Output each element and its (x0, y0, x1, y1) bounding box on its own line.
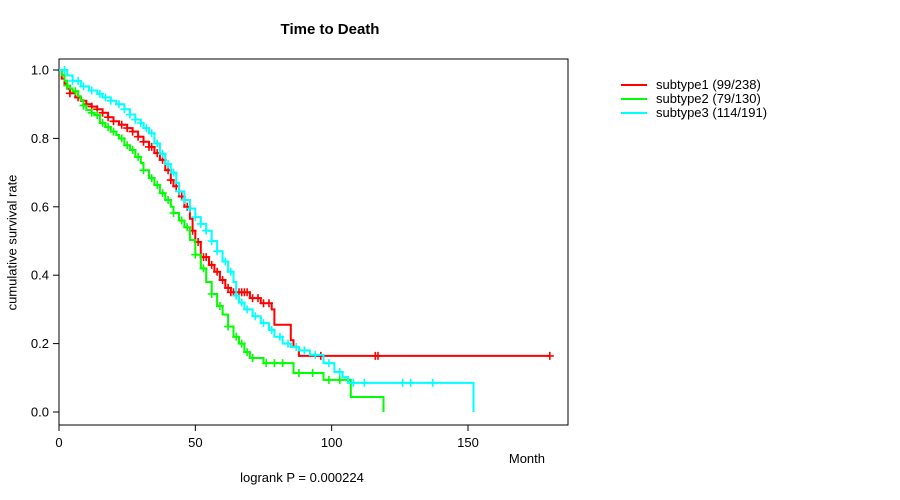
km-curve-subtype1 (59, 69, 550, 357)
censor-marks-subtype2 (63, 81, 344, 384)
y-tick-label: 0.0 (31, 405, 49, 420)
y-axis-label: cumulative survival rate (4, 174, 20, 311)
y-tick-label: 0.6 (31, 199, 49, 214)
y-tick-label: 1.0 (31, 63, 49, 78)
y-tick-label: 0.2 (31, 336, 49, 351)
censor-marks-subtype3 (60, 66, 437, 387)
legend-line-swatch (621, 84, 647, 86)
x-axis-label: Month (508, 451, 545, 466)
y-tick-label: 0.8 (31, 131, 49, 146)
plot-border (58, 58, 569, 426)
chart-title: Time to Death (280, 21, 380, 38)
x-tick-label: 100 (321, 435, 343, 450)
x-tick-label: 0 (55, 435, 62, 450)
x-tick-label: 50 (188, 435, 202, 450)
legend: subtype1 (99/238) subtype2 (79/130) subt… (621, 78, 767, 120)
logrank-annotation: logrank P = 0.000224 (240, 470, 364, 485)
y-tick-label: 0.4 (31, 268, 49, 283)
censor-marks-subtype1 (65, 89, 554, 360)
legend-label: subtype3 (114/191) (656, 105, 768, 120)
legend-line-swatch (621, 98, 647, 100)
legend-item-subtype2: subtype2 (79/130) (621, 92, 767, 106)
x-tick-label: 150 (457, 435, 479, 450)
legend-line-swatch (621, 112, 647, 114)
km-curve-subtype2 (59, 69, 385, 412)
legend-item-subtype3: subtype3 (114/191) (621, 106, 767, 120)
legend-label: subtype2 (79/130) (656, 91, 761, 106)
legend-label: subtype1 (99/238) (656, 77, 761, 92)
legend-item-subtype1: subtype1 (99/238) (621, 78, 767, 92)
